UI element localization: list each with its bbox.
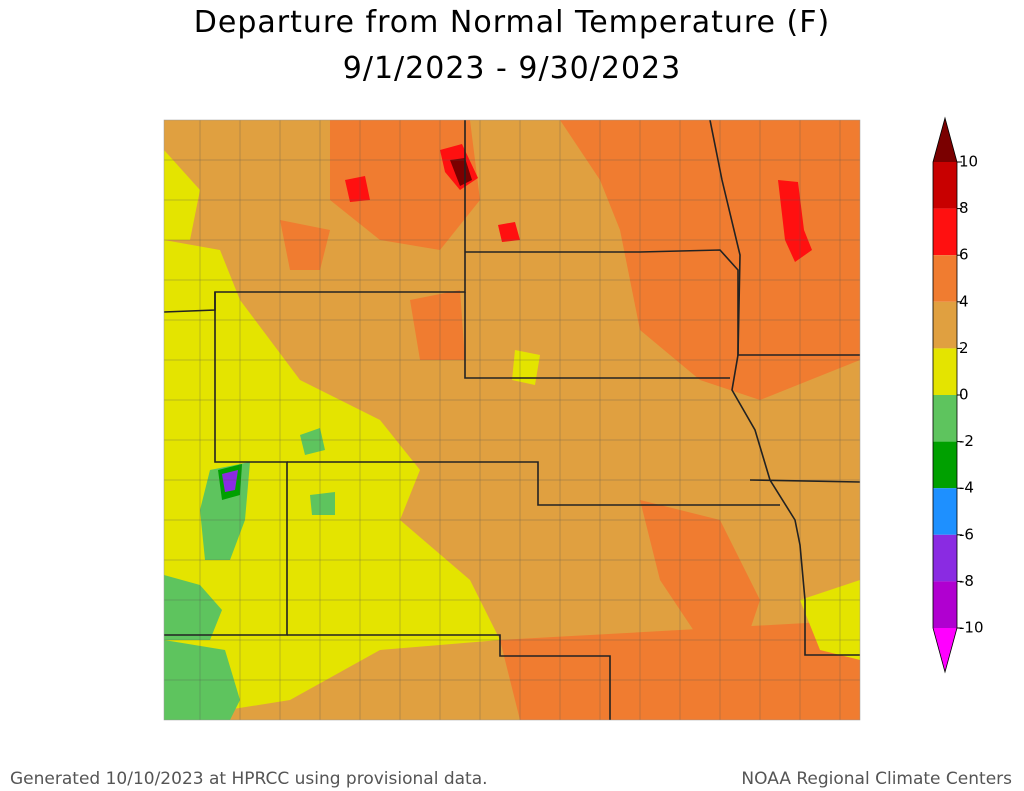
colorbar-label: -6 [959, 525, 974, 543]
colorbar-label: 0 [959, 386, 969, 404]
hot-spot [345, 176, 370, 202]
colorbar-label: -8 [959, 572, 974, 590]
map [163, 119, 861, 721]
colorbar-label: 6 [959, 246, 969, 264]
cold-area [164, 575, 222, 640]
cool-area [164, 150, 200, 240]
colorbar-band [933, 488, 957, 535]
colorbar-label: -2 [959, 432, 974, 450]
title-line: Departure from Normal Temperature (F) [194, 5, 830, 40]
colorbar: 10 8 6 4 2 0 -2 -4 -6 -8 -10 [932, 116, 984, 674]
cool-area [512, 350, 540, 385]
colorbar-band [933, 534, 957, 582]
colorbar-band [933, 162, 957, 209]
colorbar-label: 8 [959, 199, 969, 217]
title-line: 9/1/2023 - 9/30/2023 [343, 51, 681, 86]
colorbar-cap [933, 118, 957, 162]
cold-spot [222, 470, 238, 492]
cold-area [300, 428, 325, 455]
colorbar-band [933, 255, 957, 302]
hot-spot [450, 158, 472, 186]
map-frame [163, 119, 861, 721]
colorbar-band [933, 441, 957, 489]
hot-spot [498, 222, 520, 242]
colorbar-label: -10 [959, 619, 984, 637]
footer-left: Generated 10/10/2023 at HPRCC using prov… [10, 769, 488, 789]
colorbar-band [933, 208, 957, 256]
colorbar-band [933, 581, 957, 628]
warm-area [410, 290, 465, 360]
colorbar-cap [933, 628, 957, 672]
colorbar-label: -4 [959, 479, 974, 497]
colorbar-band [933, 348, 957, 395]
colorbar-label: 2 [959, 339, 969, 357]
warm-area [280, 220, 330, 270]
footer-right: NOAA Regional Climate Centers [741, 769, 1012, 789]
colorbar-band [933, 395, 957, 442]
colorbar-label: 4 [959, 292, 969, 310]
cold-area [310, 492, 335, 515]
colorbar-label: 10 [959, 153, 978, 171]
warm-area [640, 500, 760, 660]
hot-spot [778, 180, 812, 262]
colorbar-band [933, 301, 957, 349]
